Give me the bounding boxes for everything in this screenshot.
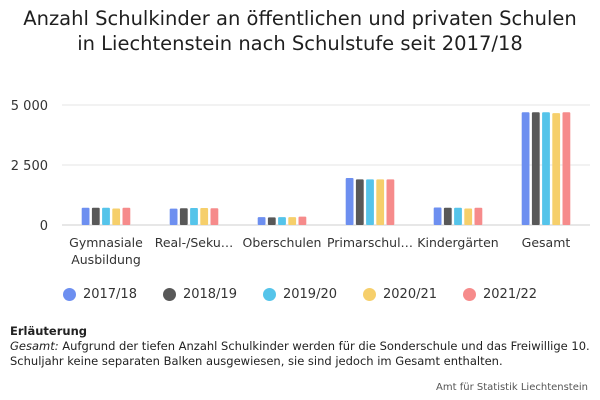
legend-item[interactable]: 2020/21 xyxy=(363,287,437,302)
bar[interactable] xyxy=(366,179,374,225)
x-tick-label: Gymnasiale xyxy=(69,235,143,250)
legend-dot-icon xyxy=(463,288,477,301)
bar[interactable] xyxy=(278,217,286,225)
bar[interactable] xyxy=(200,207,209,225)
bar[interactable] xyxy=(122,207,131,225)
x-tick-label: Primarschul… xyxy=(327,235,413,250)
gridlines xyxy=(62,104,590,226)
x-tick-label: Oberschulen xyxy=(243,235,322,250)
bar[interactable] xyxy=(169,208,178,225)
bar[interactable] xyxy=(562,112,571,225)
y-axis-ticks: 0 2 500 5 000 xyxy=(11,99,48,234)
bar-chart: 0 2 500 5 000 Gymnasiale Ausbildung Real-/Se… xyxy=(11,99,590,267)
legend-label: 2020/21 xyxy=(383,287,438,302)
bar[interactable] xyxy=(288,217,297,225)
note-text: Aufgrund der tiefen Anzahl Schulkinder w… xyxy=(10,339,590,368)
bar[interactable] xyxy=(257,217,266,225)
bar[interactable] xyxy=(345,177,354,225)
bar[interactable] xyxy=(521,112,530,225)
bar[interactable] xyxy=(81,207,90,225)
chart-title: Anzahl Schulkinder an öffentlichen und p… xyxy=(23,7,577,55)
legend-item[interactable]: 2018/19 xyxy=(162,287,237,302)
bar[interactable] xyxy=(91,207,100,225)
legend: 2017/18 2018/19 2019/20 2020/21 2021/22 xyxy=(0,287,600,302)
legend-item[interactable]: 2019/20 xyxy=(262,287,337,302)
y-tick-label: 0 xyxy=(40,219,48,234)
x-tick-label: Ausbildung xyxy=(71,252,141,267)
bar[interactable] xyxy=(464,208,473,225)
bar[interactable] xyxy=(454,207,462,225)
bar[interactable] xyxy=(210,208,219,225)
legend-label: 2017/18 xyxy=(82,287,137,302)
bar[interactable] xyxy=(474,207,483,225)
bar[interactable] xyxy=(179,208,188,225)
x-axis-ticks: Gymnasiale Ausbildung Real-/Seku… Oberschul… xyxy=(69,235,570,267)
bars xyxy=(81,112,571,225)
legend-label: 2018/19 xyxy=(182,287,237,302)
note-term: Gesamt: xyxy=(10,339,59,353)
bar[interactable] xyxy=(542,112,550,225)
bar[interactable] xyxy=(433,207,442,225)
bar[interactable] xyxy=(386,179,395,225)
legend-label: 2019/20 xyxy=(282,287,337,302)
note-heading: Erläuterung xyxy=(10,324,87,338)
legend-label: 2021/22 xyxy=(483,287,538,302)
bar[interactable] xyxy=(552,113,561,225)
bar[interactable] xyxy=(355,179,364,225)
legend-item[interactable]: 2021/22 xyxy=(463,287,537,302)
bar[interactable] xyxy=(102,207,110,225)
explanation-note: Erläuterung Gesamt: Aufgrund der tiefen … xyxy=(10,324,592,369)
legend-dot-icon xyxy=(262,288,276,301)
legend-dot-icon xyxy=(162,288,176,301)
x-tick-label: Gesamt xyxy=(522,235,571,250)
x-tick-label: Kindergärten xyxy=(417,235,498,250)
legend-dot-icon xyxy=(62,288,76,301)
bar[interactable] xyxy=(298,216,307,225)
bar[interactable] xyxy=(376,179,385,225)
legend-item[interactable]: 2017/18 xyxy=(62,287,137,302)
bar[interactable] xyxy=(267,217,276,225)
bar[interactable] xyxy=(443,207,452,225)
bar[interactable] xyxy=(112,208,121,225)
bar[interactable] xyxy=(190,207,198,225)
x-tick-label: Real-/Seku… xyxy=(155,235,234,250)
y-tick-label: 5 000 xyxy=(11,99,48,114)
note-body: Gesamt: Aufgrund der tiefen Anzahl Schul… xyxy=(10,339,592,369)
y-tick-label: 2 500 xyxy=(11,159,48,174)
bar[interactable] xyxy=(531,112,540,225)
legend-dot-icon xyxy=(363,288,376,301)
source-label: Amt für Statistik Liechtenstein xyxy=(436,382,588,393)
